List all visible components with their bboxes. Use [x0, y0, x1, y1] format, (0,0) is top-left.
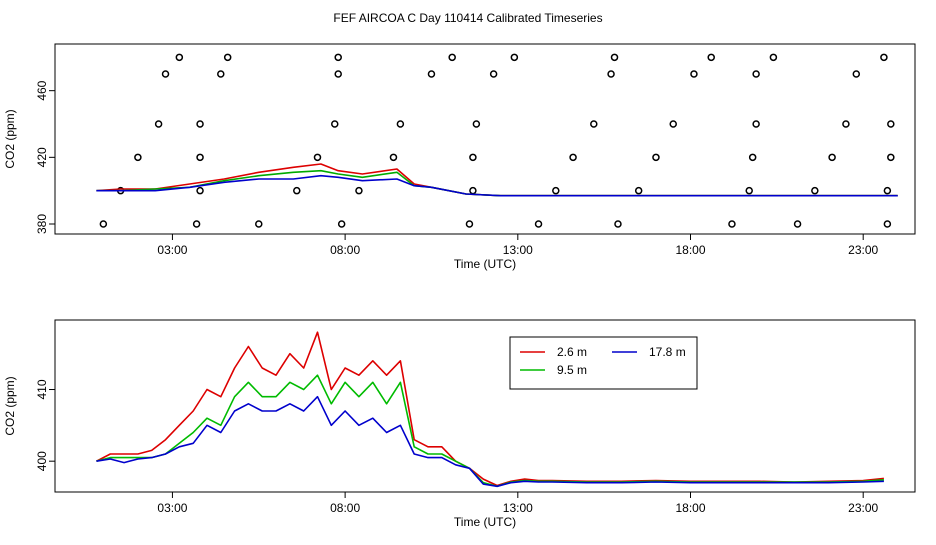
x-axis-label: Time (UTC): [454, 515, 516, 529]
scatter-point: [728, 220, 736, 228]
scatter-point: [334, 70, 342, 78]
scatter-point: [489, 70, 498, 78]
series-line-17-8-m: [96, 174, 898, 197]
series-line-17-8-m: [96, 395, 884, 488]
scatter-point: [448, 53, 456, 62]
series-line-2-6-m: [96, 163, 898, 197]
x-tick-label: 13:00: [503, 243, 533, 257]
x-tick-label: 23:00: [848, 243, 878, 257]
scatter-point: [331, 120, 339, 128]
y-axis-label: CO2 (ppm): [3, 376, 17, 435]
x-tick-label: 18:00: [675, 243, 705, 257]
scatter-point: [469, 186, 477, 195]
legend-box: [509, 336, 698, 390]
y-tick-label: 420: [35, 147, 49, 167]
scatter-point: [590, 120, 598, 128]
y-tick-label: 410: [35, 379, 49, 399]
scatter-point: [610, 53, 619, 62]
scatter-point: [811, 186, 819, 195]
scatter-point: [192, 220, 201, 228]
scatter-point: [255, 220, 263, 228]
scatter-point: [534, 220, 543, 228]
series-line-9-5-m: [96, 374, 884, 488]
scatter-point: [748, 153, 757, 162]
scatter-point: [752, 120, 760, 128]
scatter-point: [510, 53, 519, 62]
scatter-point: [793, 220, 802, 228]
x-tick-label: 03:00: [157, 243, 187, 257]
legend-label: 17.8 m: [649, 345, 686, 359]
x-tick-label: 18:00: [675, 501, 705, 515]
scatter-point: [427, 70, 436, 78]
scatter-point: [842, 120, 850, 128]
scatter-point: [883, 186, 892, 195]
scatter-point: [614, 220, 622, 228]
scatter-point: [334, 53, 342, 62]
scatter-point: [752, 70, 760, 78]
panel-top: 03:00 08:00 13:00 18:00 23:00 380 420 460 Time (…: [3, 43, 916, 271]
figure-title: FEF AIRCOA C Day 110414 Calibrated Times…: [333, 11, 602, 25]
y-tick-label: 400: [35, 451, 49, 471]
scatter-point: [396, 120, 405, 128]
scatter-point: [223, 53, 232, 62]
legend-label: 2.6 m: [557, 345, 587, 359]
scatter-point: [690, 70, 698, 78]
scatter-point: [769, 53, 778, 62]
scatter-point: [355, 186, 363, 195]
scatter-point: [196, 153, 204, 162]
scatter-point: [313, 153, 322, 162]
y-tick-label: 460: [35, 80, 49, 100]
scatter-point: [154, 120, 163, 128]
y-tick-label: 380: [35, 214, 49, 234]
scatter-point: [569, 153, 577, 162]
scatter-point: [828, 153, 836, 162]
scatter-point: [887, 120, 895, 128]
scatter-point: [175, 53, 184, 62]
scatter-point: [852, 70, 861, 78]
scatter-point: [669, 120, 677, 128]
scatter-point: [887, 153, 895, 162]
plot-frame: [54, 319, 916, 493]
x-tick-label: 08:00: [330, 243, 360, 257]
scatter-point: [469, 153, 477, 162]
scatter-point: [880, 53, 888, 62]
scatter-point: [745, 186, 753, 195]
x-tick-label: 13:00: [503, 501, 533, 515]
scatter-point: [337, 220, 346, 228]
x-tick-label: 03:00: [157, 501, 187, 515]
scatter-point: [472, 120, 481, 128]
panel-bottom: 03:00 08:00 13:00 18:00 23:00 400 410 Time (UTC…: [3, 319, 916, 529]
x-tick-label: 08:00: [330, 501, 360, 515]
scatter-point: [652, 153, 660, 162]
scatter-point: [217, 70, 225, 78]
scatter-point: [389, 153, 398, 162]
scatter-point: [707, 53, 715, 62]
scatter-point: [634, 186, 643, 195]
series-line-2-6-m: [96, 331, 884, 487]
plot-frame: [54, 43, 916, 235]
scatter-point: [293, 186, 301, 195]
x-axis-label: Time (UTC): [454, 257, 516, 271]
scatter-point: [465, 220, 474, 228]
y-axis-label: CO2 (ppm): [3, 109, 17, 168]
scatter-point: [607, 70, 615, 78]
scatter-point: [161, 70, 170, 78]
x-tick-label: 23:00: [848, 501, 878, 515]
scatter-point: [134, 153, 142, 162]
scatter-point: [99, 220, 108, 228]
legend-label: 9.5 m: [557, 363, 587, 377]
scatter-point: [196, 186, 204, 195]
scatter-point: [196, 120, 204, 128]
scatter-point: [883, 220, 892, 228]
scatter-point: [552, 186, 560, 195]
